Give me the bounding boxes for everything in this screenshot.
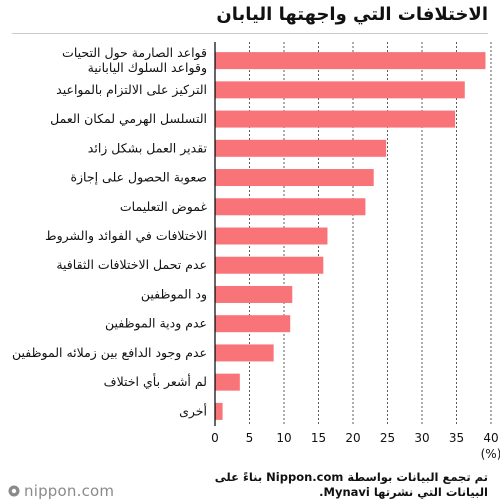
x-tick-label: 30 (414, 431, 429, 445)
category-label: تقدير العمل بشكل زائد (88, 140, 208, 156)
category-label: ود الموظفين (141, 286, 207, 302)
source-note: تم تجمع البيانات بواسطة Nippon.com بناءً… (214, 470, 488, 499)
x-tick-label: 15 (311, 431, 326, 445)
x-tick-label: 40 (483, 431, 498, 445)
bar (215, 198, 366, 216)
category-label: التركيز على الالتزام بالمواعيد (56, 82, 207, 98)
category-label: عدم تحمل الاختلافات الثقافية (56, 257, 207, 272)
logo-circle-icon (8, 485, 20, 497)
category-label: عدم وجود الدافع بين زملائه الموظفين (12, 345, 207, 361)
x-tick-label: 5 (246, 431, 254, 445)
bar (215, 139, 387, 157)
category-label: عدم ودية الموظفين (105, 316, 207, 332)
category-label: أخرى (179, 402, 207, 419)
nippon-logo: nippon.com (8, 482, 114, 500)
bar (215, 81, 465, 99)
category-label: وقواعد السلوك اليابانية (88, 60, 207, 76)
bar (215, 285, 293, 303)
bar (215, 373, 240, 391)
title-divider (12, 33, 488, 34)
chart-title: الاختلافات التي واجهتها اليابان (216, 4, 488, 25)
bar (215, 169, 374, 187)
category-label: لم أشعر بأي اختلاف (104, 373, 207, 390)
x-axis-unit-label: (%) (481, 447, 500, 461)
bar (215, 402, 223, 420)
x-tick-label: 35 (449, 431, 464, 445)
category-label: صعوبة الحصول على إجازة (70, 170, 207, 186)
bar (215, 344, 274, 362)
x-tick-label: 0 (211, 431, 219, 445)
bar (215, 315, 291, 333)
x-tick-label: 25 (380, 431, 395, 445)
x-tick-label: 20 (345, 431, 360, 445)
category-label: التسلسل الهرمي لمكان العمل (50, 111, 207, 127)
logo-text: nippon.com (24, 482, 115, 500)
bar (215, 227, 328, 245)
category-label: قواعد الصارمة حول التحيات (62, 45, 207, 61)
category-label: الاختلافات في الفوائد والشروط (45, 228, 207, 244)
category-label: غموض التعليمات (120, 199, 208, 215)
bar (215, 256, 324, 274)
bar (215, 110, 456, 128)
bar (215, 52, 486, 70)
x-tick-label: 10 (276, 431, 291, 445)
